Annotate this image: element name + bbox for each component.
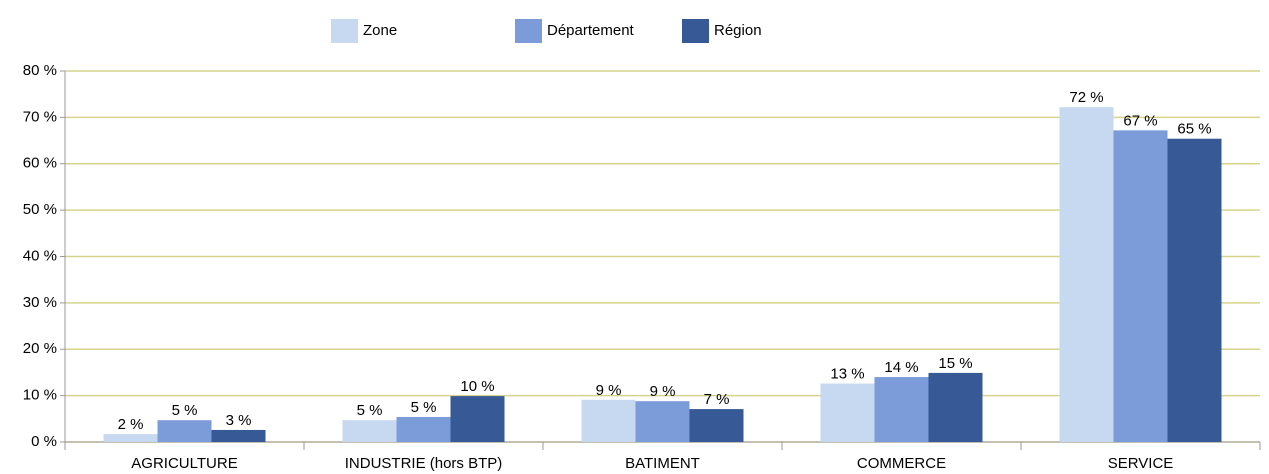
bar bbox=[689, 409, 744, 442]
y-tick-label: 40 % bbox=[23, 247, 57, 264]
bar bbox=[1113, 130, 1168, 443]
bar bbox=[874, 377, 929, 442]
bar bbox=[635, 401, 690, 442]
data-label: 67 % bbox=[1123, 112, 1157, 129]
y-tick-label: 80 % bbox=[23, 62, 57, 79]
y-tick-label: 60 % bbox=[23, 155, 57, 172]
y-tick-label: 20 % bbox=[23, 340, 57, 357]
x-tick-label: COMMERCE bbox=[857, 455, 946, 472]
y-tick-label: 0 % bbox=[31, 433, 57, 450]
bar bbox=[1167, 138, 1222, 442]
x-tick-label: SERVICE bbox=[1108, 455, 1174, 472]
bar bbox=[157, 420, 212, 442]
legend-label: Département bbox=[547, 22, 635, 39]
data-label: 5 % bbox=[172, 402, 198, 419]
bar bbox=[396, 416, 451, 442]
data-label: 5 % bbox=[411, 399, 437, 416]
data-label: 9 % bbox=[650, 383, 676, 400]
data-label: 10 % bbox=[460, 378, 494, 395]
data-label: 7 % bbox=[704, 391, 730, 408]
y-tick-label: 50 % bbox=[23, 201, 57, 218]
data-label: 13 % bbox=[830, 366, 864, 383]
data-label: 5 % bbox=[357, 402, 383, 419]
x-tick-label: BATIMENT bbox=[625, 455, 700, 472]
legend-swatch bbox=[682, 19, 709, 43]
bar bbox=[1059, 107, 1114, 443]
bar bbox=[581, 399, 636, 442]
data-label: 3 % bbox=[226, 412, 252, 429]
bar bbox=[211, 429, 266, 442]
data-label: 15 % bbox=[938, 355, 972, 372]
data-label: 72 % bbox=[1069, 89, 1103, 106]
legend-label: Zone bbox=[363, 22, 397, 39]
x-tick-label: AGRICULTURE bbox=[131, 455, 237, 472]
legend-swatch bbox=[331, 19, 358, 43]
bar bbox=[928, 372, 983, 442]
y-tick-label: 10 % bbox=[23, 387, 57, 404]
bar bbox=[450, 396, 505, 442]
legend-label: Région bbox=[714, 22, 762, 39]
y-tick-label: 70 % bbox=[23, 108, 57, 125]
bar bbox=[342, 420, 397, 442]
legend-swatch bbox=[515, 19, 542, 43]
data-label: 65 % bbox=[1177, 121, 1211, 138]
y-tick-label: 30 % bbox=[23, 294, 57, 311]
x-tick-label: INDUSTRIE (hors BTP) bbox=[345, 455, 503, 472]
bar bbox=[820, 383, 875, 442]
data-label: 9 % bbox=[596, 382, 622, 399]
data-label: 2 % bbox=[118, 416, 144, 433]
data-label: 14 % bbox=[884, 359, 918, 376]
bar bbox=[103, 434, 158, 442]
